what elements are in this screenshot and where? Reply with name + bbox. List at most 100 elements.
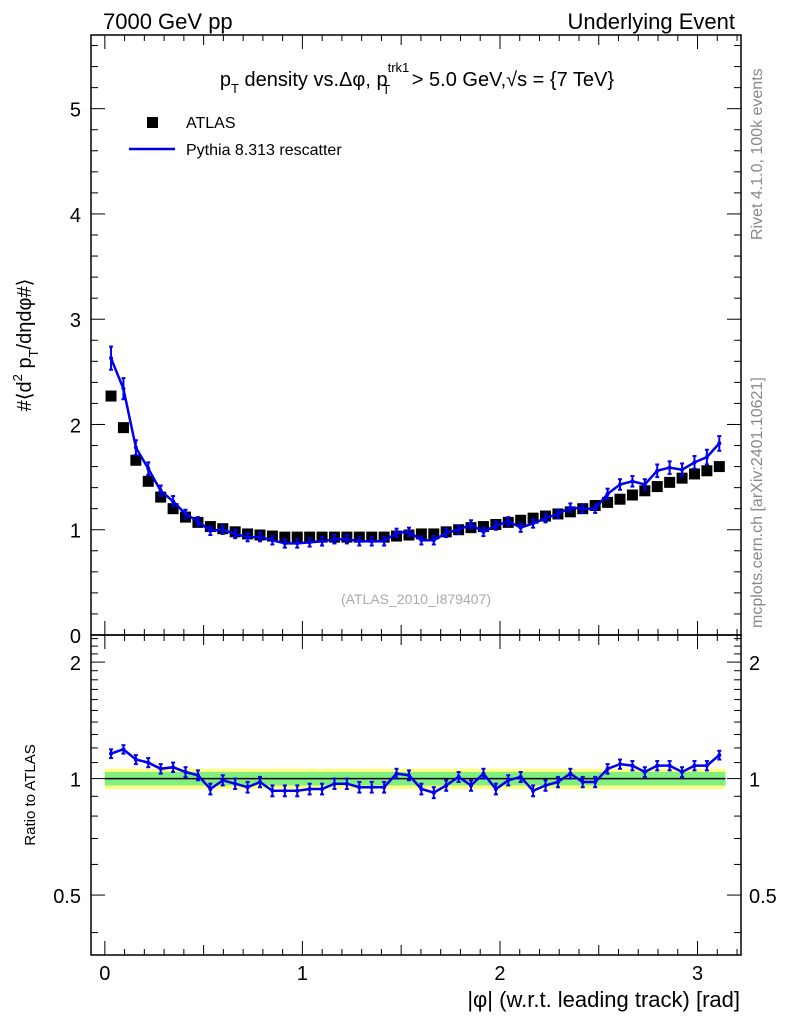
mc-point bbox=[531, 521, 536, 526]
ratio-point bbox=[531, 788, 536, 793]
mc-point bbox=[642, 482, 647, 487]
main-ytick-label: 0 bbox=[70, 626, 81, 648]
mc-point bbox=[220, 527, 225, 532]
mc-point bbox=[444, 530, 449, 535]
ratio-point bbox=[394, 771, 399, 776]
ratio-point bbox=[655, 763, 660, 768]
ratio-point bbox=[295, 788, 300, 793]
ratio-point bbox=[506, 778, 511, 783]
mc-point bbox=[171, 499, 176, 504]
atlas-point bbox=[117, 422, 129, 434]
ratio-point bbox=[680, 769, 685, 774]
mc-point bbox=[406, 529, 411, 534]
ratio-point bbox=[357, 785, 362, 790]
ratio-point bbox=[630, 763, 635, 768]
ratio-point bbox=[469, 783, 474, 788]
ratio-point bbox=[667, 763, 672, 768]
mc-point bbox=[158, 488, 163, 493]
mc-point bbox=[469, 522, 474, 527]
ratio-point bbox=[481, 771, 486, 776]
mc-point bbox=[605, 491, 610, 496]
atlas-point bbox=[130, 454, 142, 466]
ratio-ytick-label-right: 0.5 bbox=[749, 886, 777, 908]
atlas-point bbox=[279, 531, 291, 543]
atlas-point bbox=[428, 528, 440, 540]
ratio-point bbox=[369, 785, 374, 790]
ratio-point bbox=[109, 751, 114, 756]
mc-point bbox=[258, 535, 262, 540]
x-tick-label: 1 bbox=[297, 963, 308, 985]
atlas-point bbox=[602, 496, 614, 508]
atlas-point bbox=[477, 521, 489, 533]
atlas-point bbox=[651, 481, 663, 493]
header-left: 7000 GeV pp bbox=[103, 9, 233, 34]
atlas-point bbox=[155, 491, 167, 503]
ratio-point bbox=[195, 773, 200, 778]
main-data-layer bbox=[105, 345, 725, 549]
ratio-point bbox=[704, 763, 709, 768]
watermark: (ATLAS_2010_I879407) bbox=[341, 591, 491, 607]
x-tick-label: 0 bbox=[99, 963, 110, 985]
mc-point bbox=[195, 519, 200, 524]
x-tick-label: 2 bbox=[494, 963, 505, 985]
mc-point bbox=[630, 479, 635, 484]
main-ytick-label: 5 bbox=[70, 100, 81, 122]
mc-point bbox=[593, 506, 598, 511]
ratio-point bbox=[320, 786, 325, 791]
ratio-point bbox=[121, 747, 126, 752]
ratio-ytick-label: 2 bbox=[70, 653, 81, 675]
ratio-point bbox=[158, 766, 163, 771]
mc-point bbox=[282, 541, 287, 546]
ratio-point bbox=[580, 779, 585, 784]
mc-point bbox=[655, 468, 660, 473]
mc-point bbox=[419, 538, 424, 543]
ratio-plot-panel: 0.5 0.5 1 1 2 2 Ratio to ATLAS bbox=[22, 634, 777, 956]
ratio-point bbox=[233, 781, 238, 786]
legend-atlas-label: ATLAS bbox=[186, 115, 236, 132]
mc-point bbox=[233, 531, 238, 536]
mc-point bbox=[481, 529, 486, 534]
atlas-point bbox=[105, 390, 117, 402]
mc-point bbox=[121, 386, 126, 391]
ratio-point bbox=[270, 788, 275, 793]
mc-point bbox=[320, 539, 325, 544]
ratio-ytick-label-right: 2 bbox=[749, 653, 760, 675]
mc-point bbox=[704, 455, 709, 460]
atlas-point bbox=[688, 468, 700, 480]
mcplots-label: mcplots.cern.ch [arXiv:2401.10621] bbox=[749, 377, 766, 628]
mc-point bbox=[307, 540, 312, 545]
ratio-point bbox=[282, 788, 287, 793]
atlas-point bbox=[527, 512, 539, 524]
ratio-point bbox=[208, 786, 213, 791]
atlas-point bbox=[291, 531, 303, 543]
mc-point bbox=[568, 505, 573, 510]
ratio-point bbox=[617, 762, 622, 767]
mc-point bbox=[208, 528, 213, 533]
mc-point bbox=[332, 537, 337, 542]
ratio-point bbox=[431, 790, 436, 795]
legend-mc-label: Pythia 8.313 rescatter bbox=[186, 142, 342, 159]
mc-point bbox=[344, 537, 349, 542]
mc-point bbox=[717, 441, 722, 446]
ratio-point bbox=[406, 773, 411, 778]
x-tick-labels: 0 1 2 3 bbox=[99, 963, 703, 985]
atlas-point bbox=[415, 528, 427, 540]
ratio-ytick-label: 0.5 bbox=[53, 886, 81, 908]
ratio-point bbox=[171, 765, 176, 770]
mc-line bbox=[109, 357, 721, 545]
header-right: Underlying Event bbox=[567, 9, 735, 34]
ratio-point bbox=[717, 753, 722, 758]
main-ylabel: #⟨d2 pT/dηdφ#⟩ bbox=[10, 279, 41, 412]
mc-point bbox=[580, 506, 585, 511]
ratio-point bbox=[332, 781, 337, 786]
atlas-point bbox=[142, 475, 154, 487]
mc-point bbox=[109, 356, 114, 361]
ratio-point bbox=[692, 763, 697, 768]
mc-point bbox=[617, 482, 622, 487]
ratio-point bbox=[642, 769, 647, 774]
main-plot-panel: 0 1 2 3 4 5 pT density vs.Δφ, ptrk1 T > 5.0 Ge… bbox=[10, 34, 742, 648]
ratio-ylabel: Ratio to ATLAS bbox=[22, 744, 39, 845]
mc-point bbox=[295, 541, 300, 546]
x-tick-label: 3 bbox=[692, 963, 703, 985]
ratio-point bbox=[146, 760, 151, 765]
